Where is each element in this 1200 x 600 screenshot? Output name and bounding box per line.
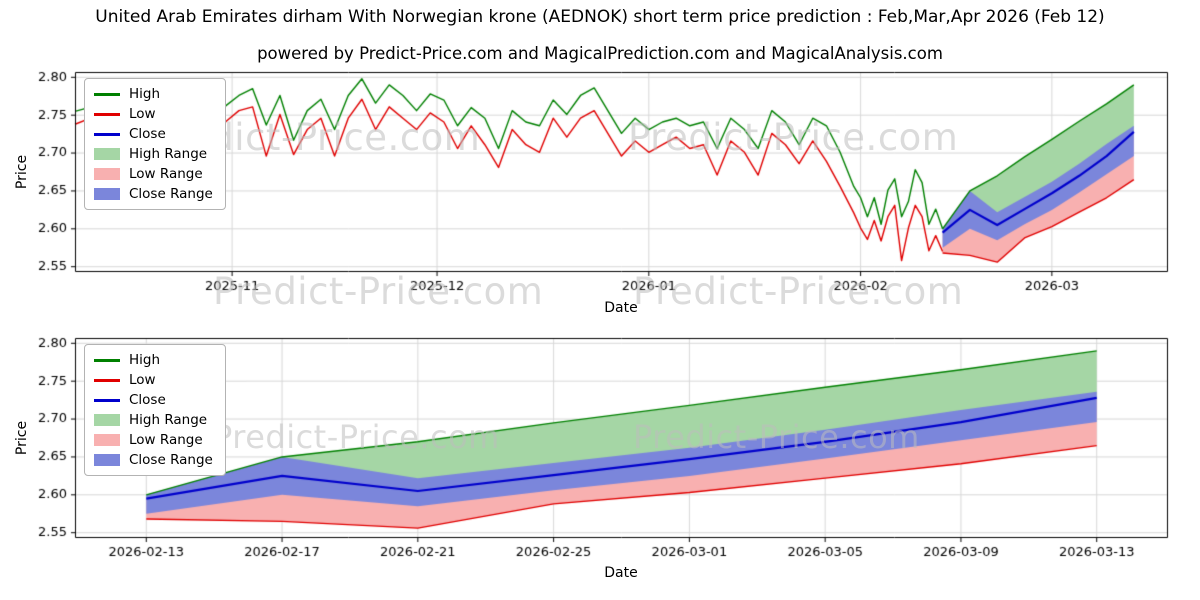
legend-item-close-range: Close Range — [94, 186, 213, 202]
legend-item-high-range: High Range — [94, 412, 213, 428]
high-range-swatch — [94, 414, 120, 426]
low-range-swatch — [94, 434, 120, 446]
legend-label: High Range — [129, 412, 208, 428]
x-axis-label-top: Date — [604, 300, 638, 316]
y-axis-label-top: Price — [14, 154, 30, 190]
legend-label: High — [129, 86, 161, 102]
legend-label: Close — [129, 126, 166, 142]
legend-label: Low Range — [129, 432, 203, 448]
high-line-swatch — [94, 92, 120, 96]
legend-label: High — [129, 352, 161, 368]
legend-item-low-range: Low Range — [94, 432, 213, 448]
high-range-swatch — [94, 148, 120, 160]
legend-label: Close Range — [129, 186, 213, 202]
legend-label: Close — [129, 392, 166, 408]
chart-subtitle: powered by Predict-Price.com and Magical… — [257, 44, 943, 63]
legend-item-low: Low — [94, 106, 213, 122]
close-line-swatch — [94, 132, 120, 136]
legend-item-high: High — [94, 86, 213, 102]
high-line-swatch — [94, 358, 120, 362]
low-line-swatch — [94, 378, 120, 382]
legend-item-high-range: High Range — [94, 146, 213, 162]
low-line-swatch — [94, 112, 120, 116]
legend-item-low: Low — [94, 372, 213, 388]
legend-label: Low — [129, 372, 156, 388]
legend-label: High Range — [129, 146, 208, 162]
legend-top-chart: High Low Close High Range Low Range Clos… — [84, 78, 226, 210]
legend-item-close: Close — [94, 126, 213, 142]
x-axis-label-bottom: Date — [604, 565, 638, 581]
legend-item-close: Close — [94, 392, 213, 408]
close-line-swatch — [94, 398, 120, 402]
legend-label: Low Range — [129, 166, 203, 182]
legend-item-close-range: Close Range — [94, 452, 213, 468]
legend-label: Close Range — [129, 452, 213, 468]
legend-bottom-chart: High Low Close High Range Low Range Clos… — [84, 344, 226, 476]
close-range-swatch — [94, 454, 120, 466]
legend-label: Low — [129, 106, 156, 122]
legend-item-high: High — [94, 352, 213, 368]
low-range-swatch — [94, 168, 120, 180]
y-axis-label-bottom: Price — [14, 420, 30, 456]
close-range-swatch — [94, 188, 120, 200]
chart-title: United Arab Emirates dirham With Norwegi… — [95, 7, 1105, 27]
legend-item-low-range: Low Range — [94, 166, 213, 182]
